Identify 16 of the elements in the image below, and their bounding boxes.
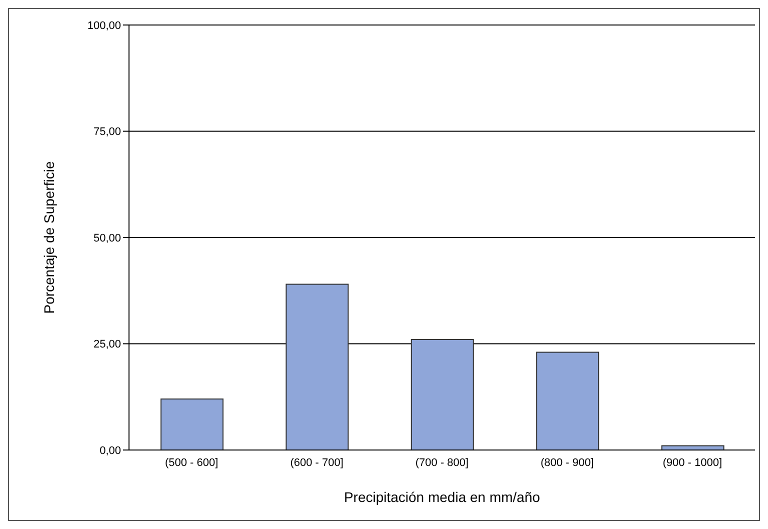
y-tick-label: 75,00 [93,126,121,138]
x-tick-label: (700 - 800] [415,456,469,469]
y-tick-label: 0,00 [100,444,121,457]
bar [160,398,224,450]
x-tick-label: (900 - 1000] [662,456,722,469]
bar [286,284,349,450]
y-tick-label: 100,00 [87,20,121,32]
x-tick-label: (600 - 700] [290,456,344,469]
y-axis-title: Porcentaje de Superficie [40,161,57,314]
y-tick-label: 25,00 [93,338,121,351]
x-tick-label: (500 - 600] [165,456,218,469]
y-tick-label: 50,00 [93,232,121,244]
x-axis-title: Precipitación media en mm/año [344,489,540,505]
bar [536,352,600,450]
bar [410,339,474,450]
x-tick-label: (800 - 900] [540,456,594,469]
